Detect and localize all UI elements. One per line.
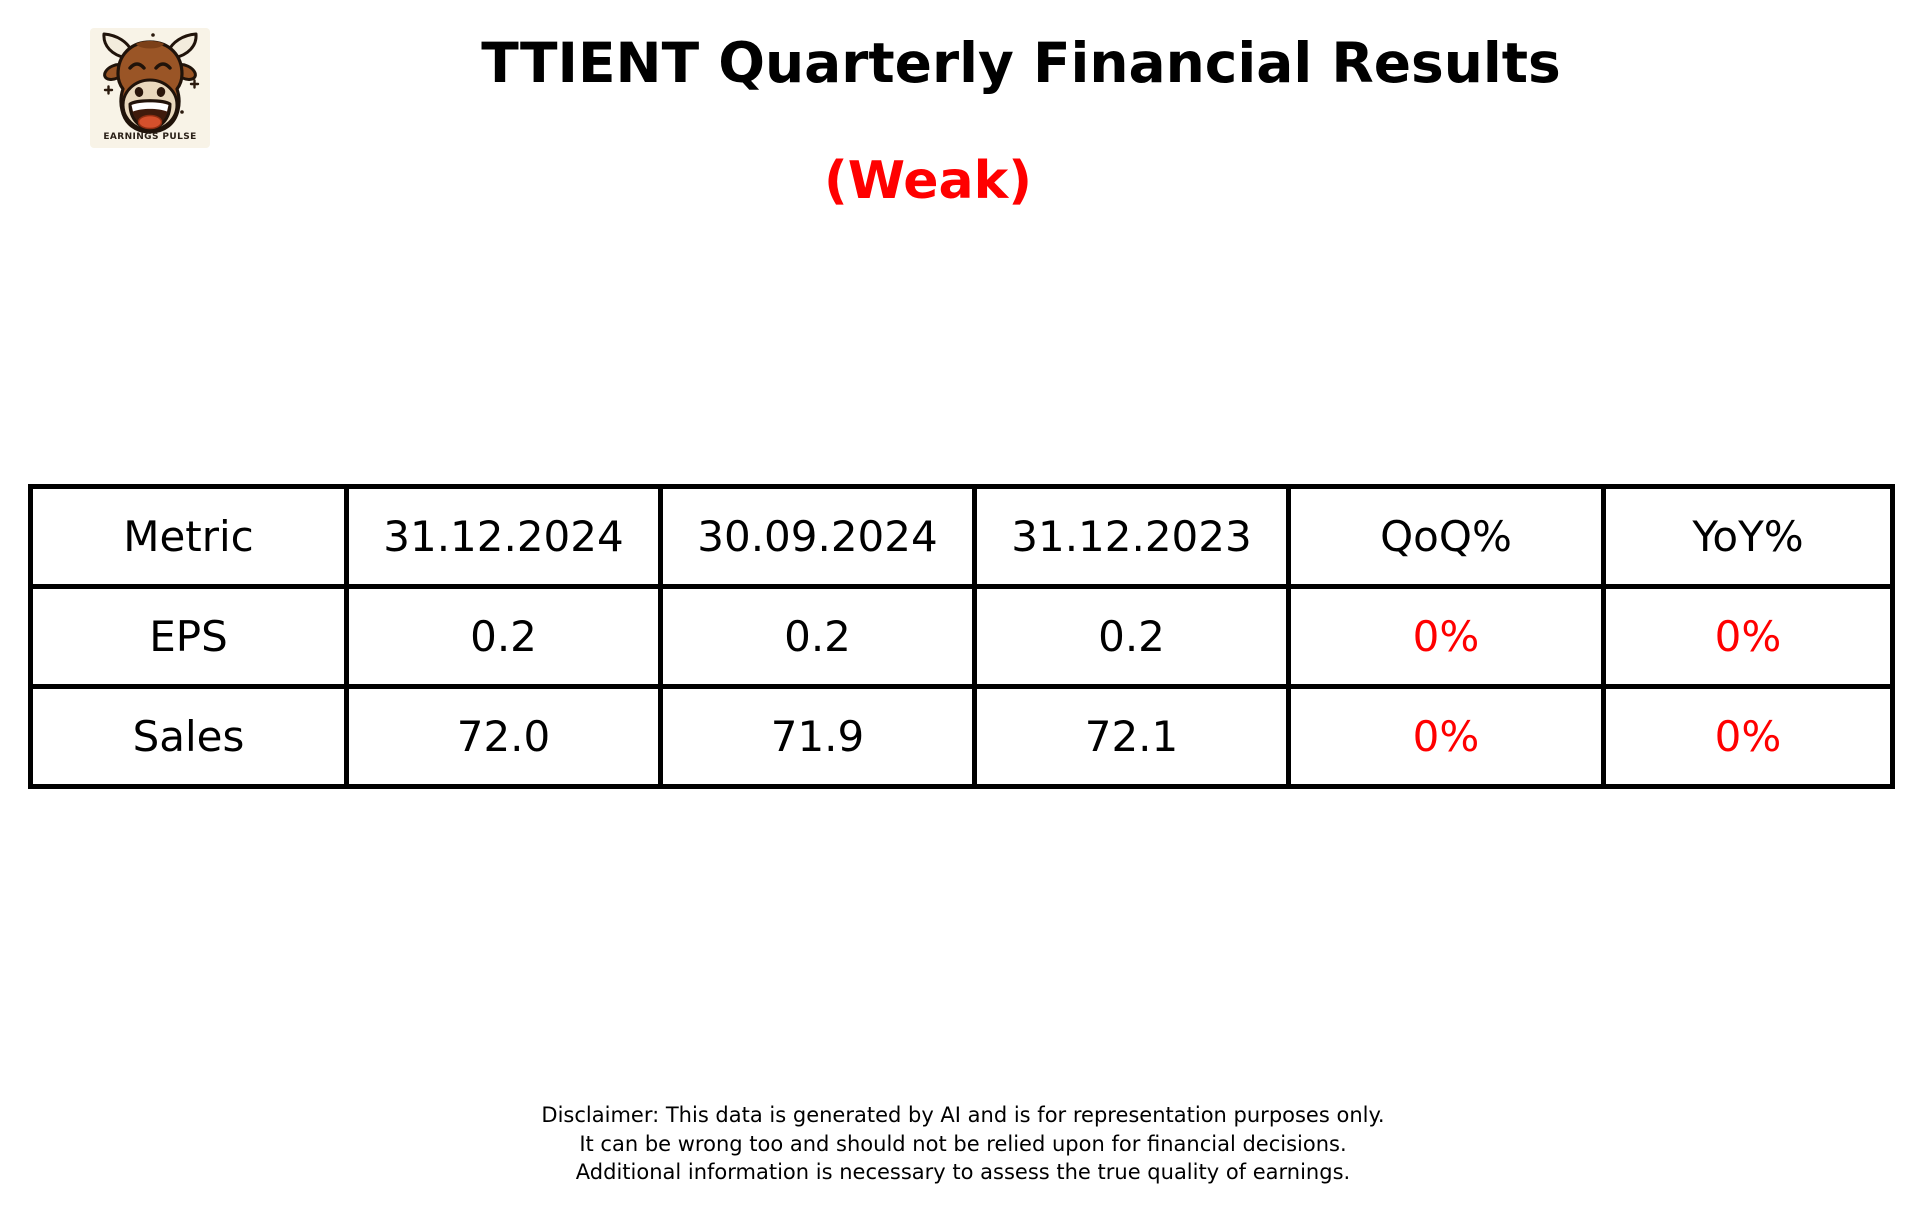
table-header-row: Metric 31.12.2024 30.09.2024 31.12.2023 …: [28, 484, 1895, 589]
eps-value-period-1: 0.2: [344, 584, 663, 689]
eps-yoy-pct: 0%: [1601, 584, 1895, 689]
earnings-pulse-logo: EARNINGS PULSE: [90, 28, 210, 148]
logo-brand-text: EARNINGS PULSE: [103, 132, 197, 142]
page-title: TTIENT Quarterly Financial Results: [481, 31, 1561, 95]
col-header-period-2: 30.09.2024: [658, 484, 977, 589]
financial-results-table: Metric 31.12.2024 30.09.2024 31.12.2023 …: [28, 484, 1895, 789]
verdict-subtitle: (Weak): [824, 151, 1032, 211]
sales-value-period-1: 72.0: [344, 684, 663, 789]
disclaimer: Disclaimer: This data is generated by AI…: [363, 1101, 1563, 1187]
col-header-period-3: 31.12.2023: [972, 484, 1291, 589]
table-row-eps: EPS 0.2 0.2 0.2 0% 0%: [28, 584, 1895, 689]
sales-metric-label: Sales: [28, 684, 349, 789]
laughing-bull-icon: [102, 32, 200, 134]
disclaimer-line-1: Disclaimer: This data is generated by AI…: [541, 1103, 1385, 1127]
sales-yoy-pct: 0%: [1601, 684, 1895, 789]
sales-value-period-3: 72.1: [972, 684, 1291, 789]
eps-value-period-3: 0.2: [972, 584, 1291, 689]
eps-metric-label: EPS: [28, 584, 349, 689]
col-header-period-1: 31.12.2024: [344, 484, 663, 589]
col-header-yoy: YoY%: [1601, 484, 1895, 589]
sales-qoq-pct: 0%: [1286, 684, 1606, 789]
disclaimer-line-3: Additional information is necessary to a…: [575, 1160, 1351, 1184]
col-header-qoq: QoQ%: [1286, 484, 1606, 589]
table-row-sales: Sales 72.0 71.9 72.1 0% 0%: [28, 684, 1895, 789]
eps-value-period-2: 0.2: [658, 584, 977, 689]
col-header-metric: Metric: [28, 484, 349, 589]
disclaimer-line-2: It can be wrong too and should not be re…: [579, 1131, 1347, 1156]
sales-value-period-2: 71.9: [658, 684, 977, 789]
eps-qoq-pct: 0%: [1286, 584, 1606, 689]
